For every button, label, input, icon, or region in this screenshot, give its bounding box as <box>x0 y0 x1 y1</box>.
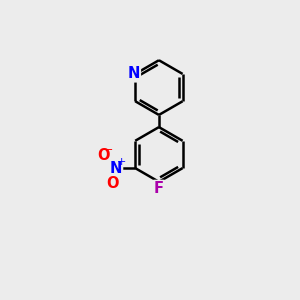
Text: O: O <box>97 148 110 163</box>
Text: O: O <box>107 176 119 191</box>
Text: −: − <box>104 145 113 155</box>
Text: F: F <box>154 181 164 196</box>
Text: +: + <box>117 157 127 167</box>
Text: N: N <box>128 66 140 81</box>
Text: N: N <box>110 160 122 175</box>
